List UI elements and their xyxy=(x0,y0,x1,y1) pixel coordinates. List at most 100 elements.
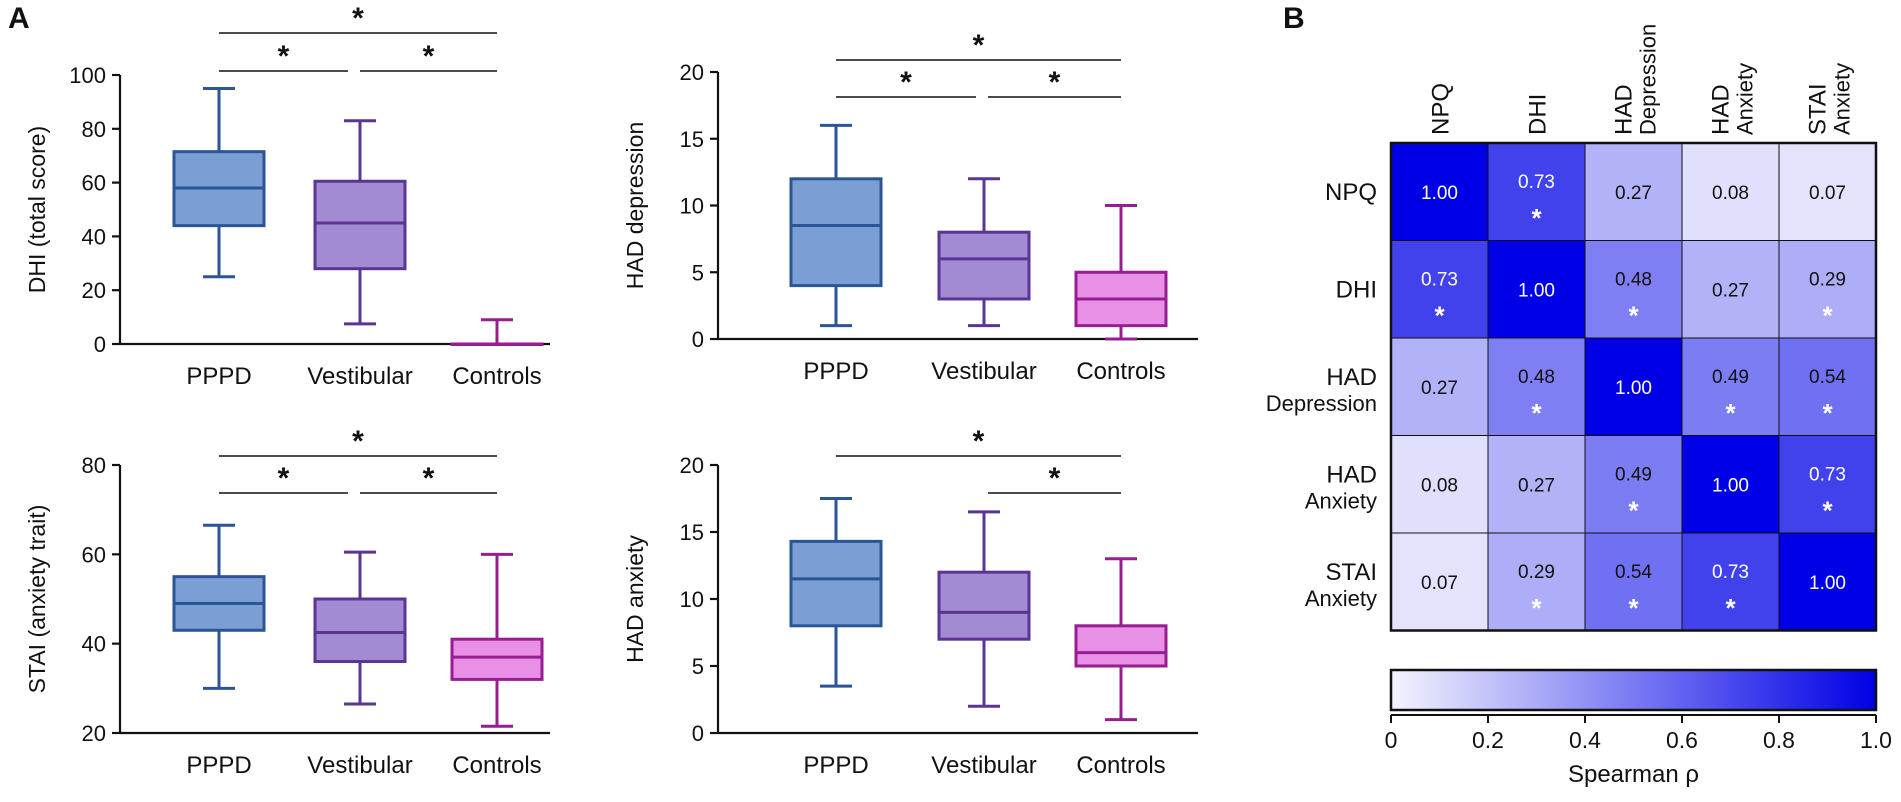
box-pppd xyxy=(789,123,883,328)
y-tick-label: 15 xyxy=(680,127,704,152)
y-tick-label: 20 xyxy=(82,721,106,746)
heat-col-label: HAD xyxy=(1611,84,1638,135)
colorbar-tick-label: 0.8 xyxy=(1763,727,1795,753)
heat-cell-value: 1.00 xyxy=(1712,475,1749,496)
heat-significance-star: * xyxy=(1725,593,1736,623)
heat-cell xyxy=(1681,435,1780,534)
y-tick-label: 40 xyxy=(82,632,106,657)
colorbar-tick-label: 0.4 xyxy=(1569,727,1601,753)
iqr-box xyxy=(937,570,1031,641)
iqr-box xyxy=(313,597,407,664)
heat-row-label: HAD xyxy=(1326,461,1377,488)
heat-cell-value: 0.54 xyxy=(1809,367,1846,388)
heat-cell-value: 0.27 xyxy=(1615,183,1652,204)
heat-cell xyxy=(1584,337,1683,436)
heat-significance-star: * xyxy=(1725,398,1736,428)
significance-star: * xyxy=(352,2,364,35)
significance-star: * xyxy=(1049,66,1061,99)
significance-star: * xyxy=(973,29,985,62)
significance-star: * xyxy=(278,40,290,73)
heat-col-label: STAI xyxy=(1805,83,1832,135)
heat-cell-value: 0.48 xyxy=(1518,367,1555,388)
heat-cell xyxy=(1487,337,1586,436)
heat-cell xyxy=(1778,435,1877,534)
had-depression-boxplot: 0 5 10 15 20 HAD depression PPPD Vestibular Cont… xyxy=(622,29,1198,385)
y-tick-label: 15 xyxy=(680,520,704,545)
x-category-label: Vestibular xyxy=(307,752,412,779)
heat-cell-value: 0.29 xyxy=(1518,562,1555,583)
heat-significance-star: * xyxy=(1531,398,1542,428)
heat-cell xyxy=(1681,532,1780,631)
heat-cell xyxy=(1390,532,1489,631)
y-axis-label: DHI (total score) xyxy=(24,126,50,293)
iqr-box xyxy=(789,177,883,288)
box-vestibular xyxy=(313,550,407,706)
heat-cell xyxy=(1778,532,1877,631)
heat-col-label: DHI xyxy=(1525,94,1552,135)
box-pppd xyxy=(789,497,883,688)
heat-cell xyxy=(1778,240,1877,339)
heat-col-label: HAD xyxy=(1708,84,1735,135)
panel-label-a: A xyxy=(8,2,30,35)
heat-row-label: STAI xyxy=(1325,559,1377,586)
x-category-label: Vestibular xyxy=(307,363,412,390)
heat-cell xyxy=(1487,435,1586,534)
y-axis-label: HAD depression xyxy=(622,122,648,289)
y-tick-label: 10 xyxy=(680,587,704,612)
heat-col-sublabel: Anxiety xyxy=(1830,63,1855,135)
significance-star: * xyxy=(973,425,985,458)
heat-cell-value: 0.73 xyxy=(1712,562,1749,583)
box-controls xyxy=(450,318,544,346)
panel-label-b: B xyxy=(1283,2,1305,35)
box-controls xyxy=(1074,204,1168,341)
x-category-label: Vestibular xyxy=(931,752,1036,779)
heat-cell-value: 0.54 xyxy=(1615,562,1652,583)
heat-cell-value: 0.73 xyxy=(1518,172,1555,193)
heat-cell-value: 1.00 xyxy=(1809,573,1846,594)
colorbar-tick-label: 0 xyxy=(1385,727,1398,753)
x-category-label: PPPD xyxy=(803,358,868,385)
y-axis-label: STAI (anxiety trait) xyxy=(24,505,50,694)
colorbar-tick-label: 0.6 xyxy=(1666,727,1698,753)
heat-row-sublabel: Depression xyxy=(1266,391,1377,416)
y-tick-label: 5 xyxy=(692,260,704,285)
heat-cell xyxy=(1584,532,1683,631)
correlation-heatmap: 1.00 0.73 * 0.27 0.08 0.07 0.73 * 1.00 0.48 * 0.27 0… xyxy=(1266,24,1878,632)
x-category-label: Controls xyxy=(1076,358,1165,385)
heat-cell-value: 1.00 xyxy=(1421,183,1458,204)
had-anxiety-boxplot: 0 5 10 15 20 HAD anxiety PPPD Vestibular Control… xyxy=(622,425,1198,779)
heat-cell-value: 0.27 xyxy=(1518,475,1555,496)
box-vestibular xyxy=(313,119,407,326)
heat-cell-value: 0.48 xyxy=(1615,269,1652,290)
y-tick-label: 0 xyxy=(692,721,704,746)
heat-row-label: DHI xyxy=(1336,276,1377,303)
heat-cell-value: 0.08 xyxy=(1712,183,1749,204)
heat-cell xyxy=(1390,435,1489,534)
significance-star: * xyxy=(1049,462,1061,495)
heat-row-label: NPQ xyxy=(1325,179,1377,206)
heat-significance-star: * xyxy=(1628,300,1639,330)
y-tick-label: 0 xyxy=(692,327,704,352)
y-tick-label: 40 xyxy=(82,224,106,249)
heat-row-label: HAD xyxy=(1326,364,1377,391)
significance-star: * xyxy=(352,425,364,458)
y-tick-label: 60 xyxy=(82,171,106,196)
x-category-label: Controls xyxy=(452,363,541,390)
y-tick-label: 10 xyxy=(680,194,704,219)
box-vestibular xyxy=(937,510,1031,708)
x-category-label: Controls xyxy=(452,752,541,779)
heat-significance-star: * xyxy=(1628,593,1639,623)
heat-cell-value: 0.08 xyxy=(1421,475,1458,496)
heat-cell-value: 0.49 xyxy=(1615,464,1652,485)
significance-star: * xyxy=(423,40,435,73)
heat-cell xyxy=(1390,142,1489,241)
heat-cell-value: 0.49 xyxy=(1712,367,1749,388)
heat-cell-value: 1.00 xyxy=(1518,280,1555,301)
heat-cell-value: 0.27 xyxy=(1712,280,1749,301)
x-category-label: PPPD xyxy=(186,752,251,779)
iqr-box xyxy=(1074,624,1168,668)
heat-row-sublabel: Anxiety xyxy=(1305,488,1377,513)
heat-significance-star: * xyxy=(1628,495,1639,525)
heat-significance-star: * xyxy=(1434,300,1445,330)
y-tick-label: 80 xyxy=(82,453,106,478)
